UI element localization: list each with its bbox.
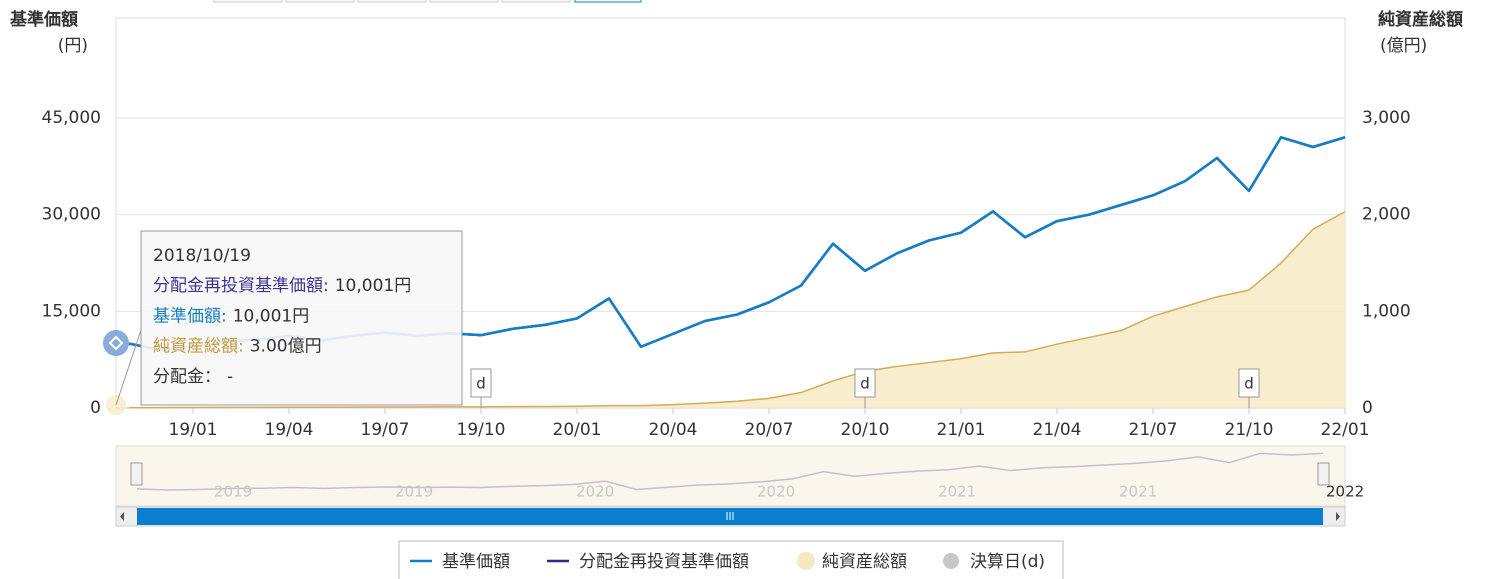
tooltip-row-label: 純資産総額: — [153, 337, 244, 357]
y-axis-unit: (円) — [58, 36, 88, 56]
navigator-label: 2021 — [1119, 483, 1157, 501]
x-tick-label: 20/04 — [649, 420, 698, 440]
plot: 0 15,000 30,000 45,000 0 1,000 2,000 3,000 19/01… — [42, 108, 1411, 440]
x-tick-label: 21/07 — [1129, 420, 1178, 440]
navigator-label: 2020 — [757, 483, 795, 501]
tooltip-row: 純資産総額: 3.00億円 — [153, 337, 322, 357]
legend-symbol — [797, 552, 815, 570]
navigator-content: 2019 2019 2020 2020 2021 2021 2022 — [136, 452, 1364, 501]
tooltip-row: 分配金： - — [153, 367, 233, 387]
x-tick-label: 19/07 — [361, 420, 410, 440]
range-button[interactable] — [574, 0, 642, 3]
navigator-label: 2019 — [214, 483, 252, 501]
navigator-label: 2022 — [1326, 483, 1364, 501]
y2-tick-label: 1,000 — [1362, 301, 1411, 321]
hover-halo — [103, 330, 129, 356]
navigator-label: 2019 — [395, 483, 433, 501]
tooltip-row-value: 10,001円 — [335, 276, 411, 296]
tooltip-row-label: 分配金： — [153, 367, 221, 387]
legend-label[interactable]: 基準価額 — [442, 552, 510, 572]
tooltip-row-value: - — [227, 367, 233, 387]
flag — [854, 368, 876, 398]
tooltip-date: 2018/10/19 — [153, 246, 251, 266]
y-tick-label: 45,000 — [42, 108, 101, 128]
x-tick-label: 20/01 — [553, 420, 602, 440]
area-line — [128, 211, 1346, 409]
tooltip-row-label: 基準価額: — [153, 306, 227, 326]
tooltip-pointer — [115, 329, 142, 406]
navigator-label: 2020 — [576, 483, 614, 501]
tooltip-row: 分配金再投資基準価額: 10,001円 — [153, 276, 411, 296]
legend-symbol — [943, 553, 959, 569]
flag — [470, 368, 492, 398]
navigator-handle[interactable] — [130, 462, 143, 486]
x-tick-label: 19/04 — [265, 420, 314, 440]
y-tick-label: 30,000 — [42, 205, 101, 225]
legend-label[interactable]: 分配金再投資基準価額 — [579, 552, 749, 572]
tooltip-row-value: 10,001円 — [233, 306, 309, 326]
x-tick-label: 22/01 — [1321, 420, 1370, 440]
hover-marker — [108, 335, 124, 351]
navigator-handle[interactable] — [1317, 462, 1330, 486]
scrollbar-grip — [726, 512, 734, 520]
flag-label: d — [1244, 375, 1254, 393]
tooltip-row-value: 3.00億円 — [250, 337, 322, 357]
tooltip-row: 基準価額: 10,001円 — [153, 306, 309, 326]
x-tick-label: 21/04 — [1033, 420, 1082, 440]
tooltip-row-label: 分配金再投資基準価額: — [153, 276, 329, 296]
x-tick-label: 20/10 — [841, 420, 890, 440]
range-button[interactable] — [285, 0, 355, 3]
range-button[interactable] — [213, 0, 283, 3]
navigator[interactable] — [115, 445, 1346, 507]
tooltip-box — [140, 230, 463, 406]
navigator-line — [136, 452, 1324, 491]
y2-axis-unit: (億円) — [1380, 36, 1427, 56]
x-tick-label: 21/10 — [1225, 420, 1274, 440]
flag-label: d — [860, 375, 870, 393]
range-button[interactable] — [429, 0, 499, 3]
x-tick-label: 19/10 — [457, 420, 506, 440]
y2-tick-label: 2,000 — [1362, 205, 1411, 225]
legend-label[interactable]: 純資産総額 — [822, 552, 907, 572]
range-button[interactable] — [501, 0, 571, 3]
range-button[interactable] — [357, 0, 427, 3]
flag — [1238, 368, 1260, 398]
area — [129, 211, 1345, 408]
y-axis-title: 基準価額 — [9, 9, 78, 30]
range-buttons — [213, 0, 642, 3]
y2-tick-label: 0 — [1362, 398, 1373, 418]
x-tick-label: 21/01 — [937, 420, 986, 440]
navigator-label: 2021 — [938, 483, 976, 501]
y-tick-label: 0 — [90, 398, 101, 418]
x-tick-label: 19/01 — [169, 420, 218, 440]
legend-label: 決算日(d) — [970, 552, 1045, 572]
x-tick-label: 20/07 — [745, 420, 794, 440]
y2-tick-label: 3,000 — [1362, 108, 1411, 128]
y2-axis-title: 純資産総額 — [1378, 9, 1463, 30]
legend-items: 基準価額 分配金再投資基準価額 純資産総額 決算日(d) — [410, 552, 1045, 572]
y-tick-label: 15,000 — [42, 301, 101, 321]
flag-label: d — [476, 375, 486, 393]
